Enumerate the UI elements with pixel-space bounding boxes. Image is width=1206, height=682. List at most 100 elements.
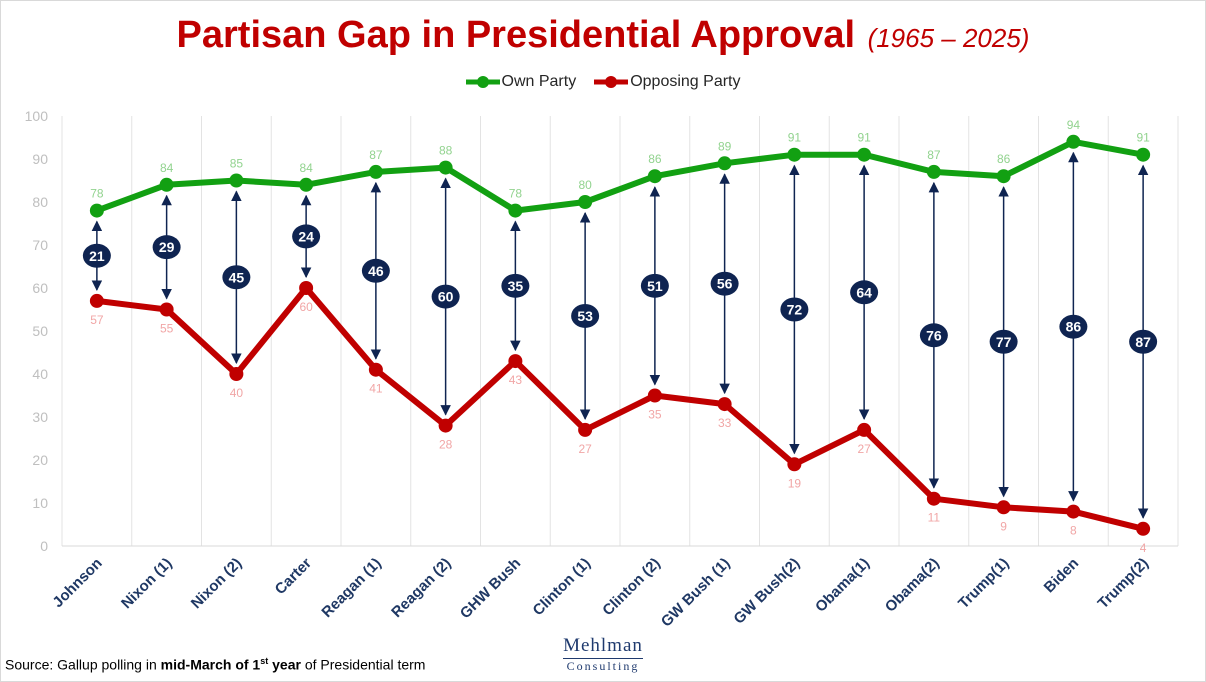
gap-label: 35	[508, 278, 524, 294]
opposing-party-point	[1136, 521, 1151, 536]
x-category-label: Clinton (2)	[599, 555, 663, 619]
own-party-data-label: 87	[369, 148, 383, 162]
y-tick-label: 100	[25, 108, 49, 124]
own-party-point	[438, 160, 453, 175]
own-party-data-label: 84	[299, 161, 313, 175]
opposing-party-point	[508, 354, 523, 369]
chart-subtitle: (1965 – 2025)	[867, 23, 1030, 53]
own-party-point	[368, 164, 383, 179]
y-tick-label: 60	[32, 280, 48, 296]
opposing-party-data-label: 19	[788, 476, 802, 490]
source-bold-2: year	[268, 656, 301, 673]
legend-item-own-party: Own Party	[465, 73, 577, 91]
own-party-data-label: 91	[1136, 131, 1150, 145]
opposing-party-data-label: 41	[369, 382, 383, 396]
x-category-label: GW Bush (1)	[658, 555, 734, 631]
x-category-label: Clinton (1)	[529, 555, 593, 619]
opposing-party-point	[299, 281, 314, 295]
x-category-label: Trump(1)	[955, 555, 1012, 612]
own-party-point	[857, 147, 872, 162]
opposing-party-data-label: 8	[1070, 524, 1077, 538]
x-category-label: Trump(2)	[1095, 555, 1152, 612]
x-category-label: Johnson	[49, 555, 105, 611]
gap-label: 64	[856, 284, 872, 300]
opposing-party-data-label: 60	[299, 300, 313, 314]
legend-label-own-party: Own Party	[501, 73, 577, 90]
gap-label: 86	[1066, 319, 1082, 335]
gap-label: 21	[89, 248, 105, 264]
y-tick-label: 70	[32, 237, 48, 253]
gap-label-badge	[1129, 329, 1158, 354]
own-party-data-label: 86	[648, 152, 662, 166]
gap-label: 29	[159, 239, 175, 255]
own-party-point	[717, 156, 732, 171]
opposing-party-point	[438, 418, 453, 433]
opposing-party-point	[159, 302, 174, 317]
own-party-line	[95, 138, 1144, 214]
x-category-label: Reagan (1)	[318, 555, 384, 621]
own-party-point	[787, 147, 802, 162]
gap-label: 53	[577, 308, 593, 324]
logo-line-1: Mehlman	[563, 635, 643, 656]
legend-swatch-own-party	[465, 76, 500, 88]
gap-label-badge	[431, 284, 460, 309]
gap-label-badge	[919, 323, 948, 348]
logo-divider	[563, 658, 643, 659]
y-tick-label: 50	[32, 323, 48, 339]
gap-label-badge	[222, 265, 251, 290]
mehlman-consulting-logo: Mehlman Consulting	[553, 636, 653, 672]
gap-label-badge	[152, 235, 181, 260]
gap-label: 24	[298, 228, 314, 244]
own-party-data-label: 78	[90, 187, 104, 201]
opposing-party-data-label: 27	[578, 442, 592, 456]
gap-label-badge	[780, 297, 809, 322]
own-party-point	[508, 203, 523, 218]
gap-label-badge	[989, 329, 1018, 354]
own-party-point	[996, 169, 1011, 184]
gap-label-badge	[850, 280, 879, 305]
gap-label: 87	[1135, 334, 1151, 350]
gap-label-badge	[640, 273, 669, 298]
x-category-label: Biden	[1041, 555, 1082, 596]
legend-swatch-opposing-party	[594, 76, 629, 88]
own-party-point	[578, 195, 593, 209]
opposing-party-data-label: 35	[648, 408, 662, 422]
x-category-label: Nixon (2)	[188, 555, 245, 612]
x-category-label: Carter	[272, 555, 315, 598]
x-category-label: Obama(2)	[882, 555, 943, 616]
source-bold-1: mid-March of 1	[160, 656, 261, 673]
x-category-label: Obama(1)	[812, 555, 873, 616]
own-party-data-label: 84	[160, 161, 174, 175]
source-superscript: st	[260, 656, 269, 666]
x-category-label: Nixon (1)	[118, 555, 175, 612]
own-party-data-label: 94	[1067, 118, 1081, 132]
legend-label-opposing-party: Opposing Party	[630, 73, 741, 90]
opposing-party-point	[1066, 504, 1081, 519]
own-party-data-label: 85	[230, 157, 244, 171]
gap-label: 51	[647, 278, 663, 294]
y-tick-label: 90	[32, 151, 48, 167]
opposing-party-point	[717, 397, 732, 412]
opposing-party-data-label: 55	[160, 322, 174, 336]
gap-label-badge	[1059, 314, 1088, 339]
gap-label: 76	[926, 327, 942, 343]
y-tick-label: 0	[40, 538, 48, 554]
opposing-party-data-label: 33	[718, 416, 732, 430]
own-party-data-label: 88	[439, 144, 453, 158]
opposing-party-data-label: 28	[439, 438, 453, 452]
x-category-label: GHW Bush	[457, 555, 524, 622]
gap-label-badge	[82, 243, 111, 268]
own-party-point	[926, 164, 941, 179]
legend: Own Party Opposing Party	[0, 73, 1206, 91]
opposing-party-data-label: 9	[1000, 519, 1007, 533]
own-party-data-label: 78	[509, 187, 523, 201]
source-suffix: of Presidential term	[300, 656, 426, 673]
gap-label: 56	[717, 276, 733, 292]
own-party-point	[1066, 134, 1081, 149]
gap-label: 72	[787, 302, 803, 318]
opposing-party-point	[647, 388, 662, 403]
gap-label-badge	[361, 258, 390, 283]
own-party-data-label: 89	[718, 139, 732, 153]
source-prefix: Source: Gallup polling in	[5, 656, 161, 673]
